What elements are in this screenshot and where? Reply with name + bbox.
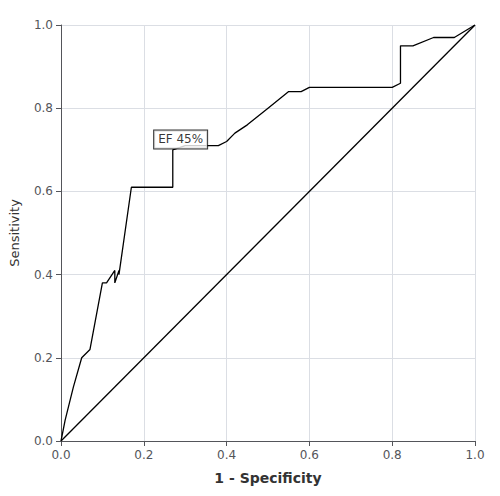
svg-text:0.0: 0.0: [34, 434, 53, 448]
svg-text:0.2: 0.2: [34, 351, 53, 365]
svg-text:0.6: 0.6: [34, 184, 53, 198]
svg-text:EF 45%: EF 45%: [158, 132, 203, 146]
svg-text:0.0: 0.0: [51, 448, 70, 462]
svg-text:Sensitivity: Sensitivity: [7, 199, 22, 267]
svg-text:0.8: 0.8: [34, 101, 53, 115]
svg-text:1.0: 1.0: [34, 18, 53, 32]
svg-text:0.4: 0.4: [34, 268, 53, 282]
svg-text:1 - Specificity: 1 - Specificity: [214, 470, 321, 486]
svg-text:0.4: 0.4: [217, 448, 236, 462]
svg-text:0.8: 0.8: [383, 448, 402, 462]
svg-text:0.2: 0.2: [134, 448, 153, 462]
svg-text:0.6: 0.6: [300, 448, 319, 462]
svg-text:1.0: 1.0: [465, 448, 484, 462]
